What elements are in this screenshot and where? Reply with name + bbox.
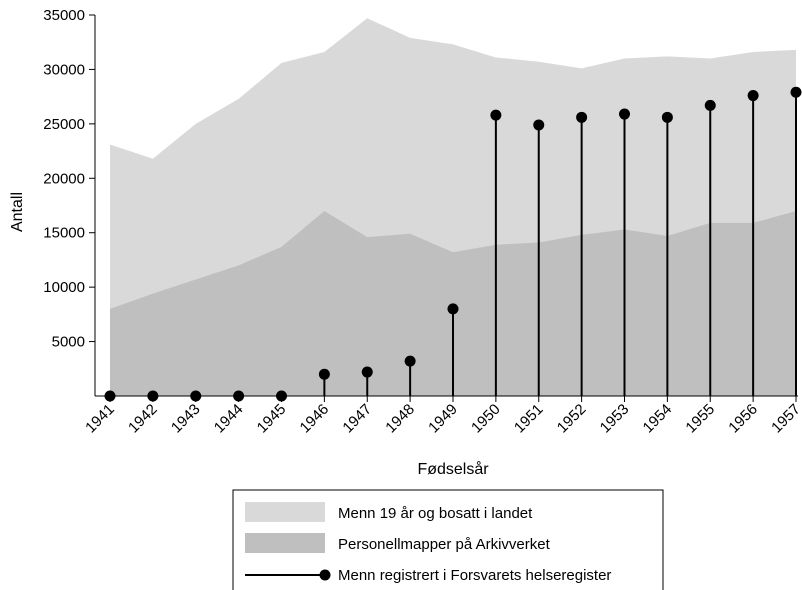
y-tick-label: 10000 — [43, 279, 85, 296]
y-tick-label: 30000 — [43, 61, 85, 78]
x-tick-label: 1941 — [82, 401, 118, 437]
x-tick-label: 1952 — [554, 401, 590, 437]
x-axis-ticks: 1941 1942 1943 1944 1945 1946 1947 1948 1949 1950… — [82, 396, 802, 436]
x-tick-label: 1945 — [254, 401, 290, 437]
plot-area — [104, 18, 802, 402]
x-tick-label: 1954 — [640, 401, 676, 437]
x-tick-label: 1943 — [168, 401, 204, 437]
x-tick-label: 1950 — [468, 401, 504, 437]
stem-marker-1948 — [404, 355, 416, 367]
x-tick-label: 1957 — [768, 401, 802, 437]
y-tick-label: 35000 — [43, 7, 85, 24]
y-tick-label: 15000 — [43, 225, 85, 242]
stem-marker-1946 — [318, 368, 330, 380]
stem-marker-1953 — [619, 108, 630, 120]
stem-marker-1949 — [447, 303, 459, 315]
stem-marker-1956 — [747, 90, 759, 102]
x-tick-label: 1953 — [597, 401, 633, 437]
legend-label-helseregister: Menn registrert i Forsvarets helseregist… — [338, 567, 611, 584]
y-axis-ticks: 5000 10000 15000 20000 25000 30000 35000 — [43, 7, 95, 351]
stem-marker-1951 — [533, 119, 545, 131]
x-axis-title: Fødselsår — [417, 460, 489, 478]
y-tick-label: 20000 — [43, 170, 85, 187]
y-tick-label: 25000 — [43, 116, 85, 133]
x-tick-label: 1955 — [682, 401, 718, 437]
stem-marker-1952 — [576, 111, 588, 123]
legend-swatch-menn-bosatt — [245, 502, 325, 522]
x-tick-label: 1942 — [125, 401, 161, 437]
legend-swatch-helseregister-marker — [319, 569, 331, 581]
x-tick-label: 1951 — [511, 401, 547, 437]
x-tick-label: 1946 — [297, 401, 333, 437]
legend-swatch-personellmapper — [245, 533, 325, 553]
stem-marker-1954 — [661, 111, 673, 123]
stem-marker-1947 — [361, 366, 373, 378]
x-tick-label: 1956 — [725, 401, 761, 437]
y-axis-title: Antall — [9, 192, 26, 232]
stem-marker-1950 — [490, 109, 502, 121]
legend: Menn 19 år og bosatt i landet Personellm… — [232, 489, 664, 590]
y-tick-label: 5000 — [52, 334, 85, 351]
stem-marker-1955 — [704, 99, 716, 111]
x-tick-label: 1947 — [339, 401, 375, 437]
x-tick-label: 1949 — [425, 401, 461, 437]
x-tick-label: 1944 — [211, 401, 247, 437]
x-tick-label: 1948 — [382, 401, 418, 437]
legend-label-menn-bosatt: Menn 19 år og bosatt i landet — [338, 505, 533, 522]
legend-label-personellmapper: Personellmapper på Arkivverket — [338, 536, 551, 553]
stem-marker-1957 — [790, 86, 802, 98]
